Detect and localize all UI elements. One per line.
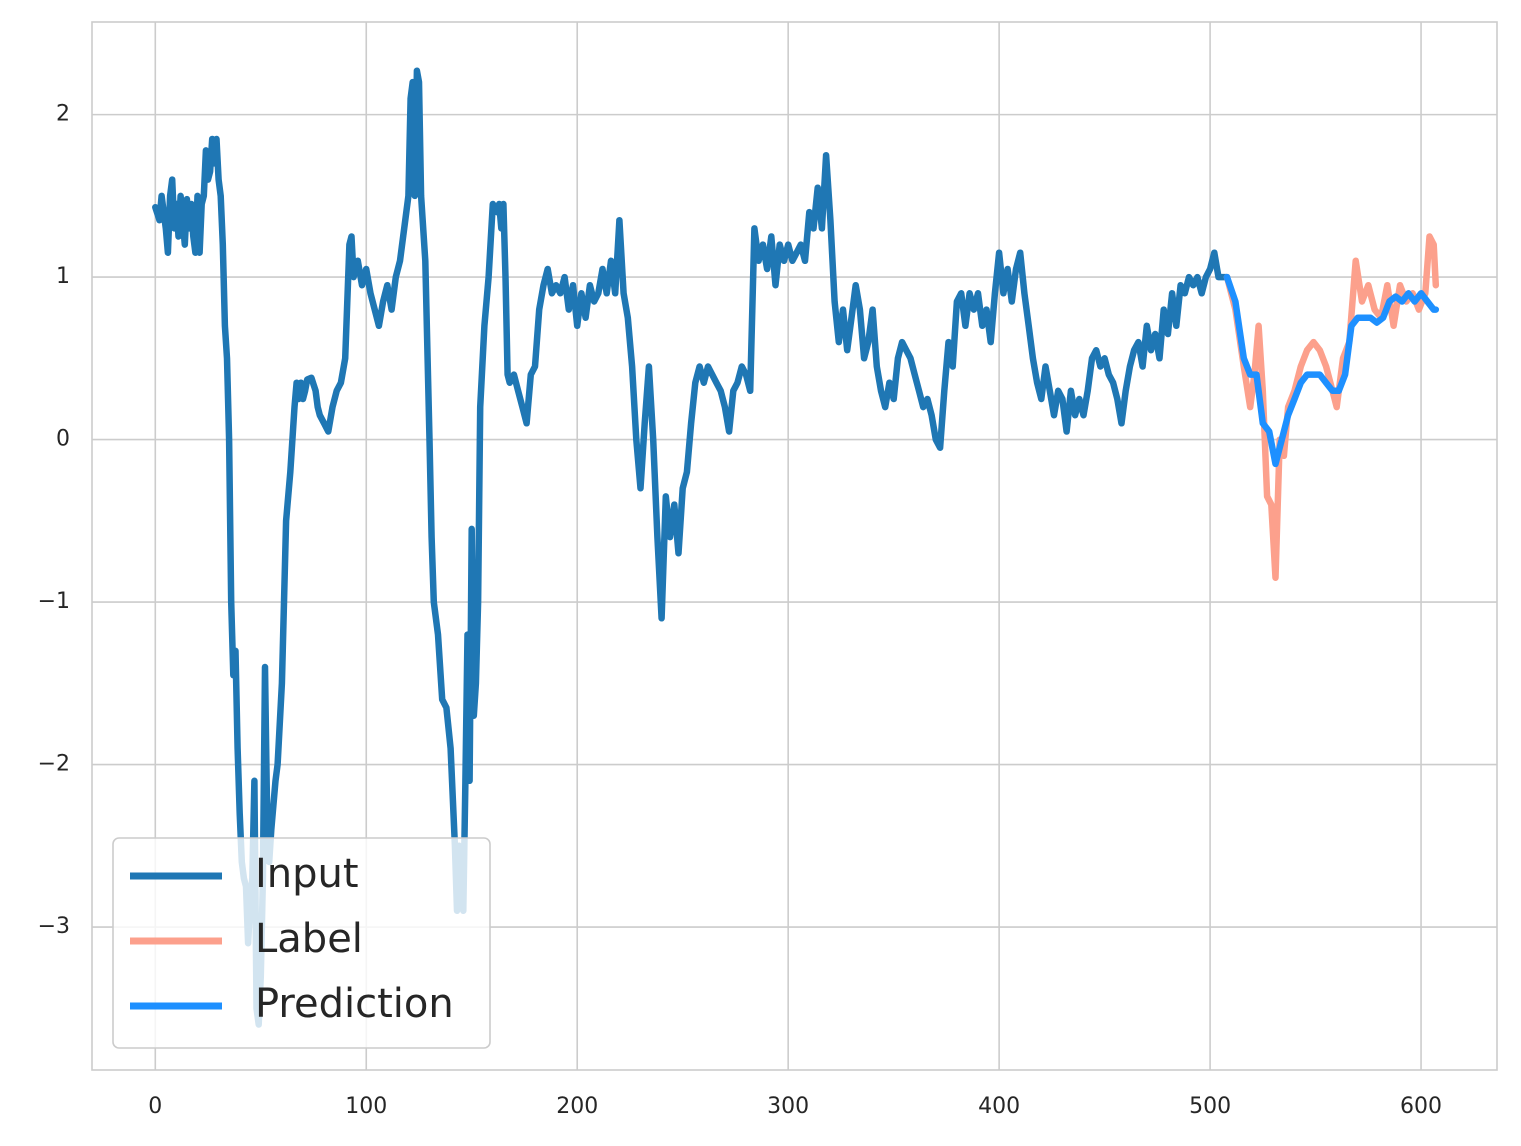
x-tick-label: 200 — [556, 1094, 598, 1119]
lines — [152, 67, 1440, 1028]
x-tick-label: 500 — [1189, 1094, 1231, 1119]
y-tick-label: 0 — [56, 427, 70, 452]
x-tick-label: 400 — [978, 1094, 1020, 1119]
legend-label: Prediction — [255, 981, 454, 1027]
y-tick-label: −3 — [38, 914, 70, 939]
legend-label: Input — [255, 851, 359, 897]
x-tick-label: 300 — [767, 1094, 809, 1119]
x-tick-label: 0 — [148, 1094, 162, 1119]
y-tick-label: 1 — [56, 264, 70, 289]
y-tick-label: −2 — [38, 752, 70, 777]
series-line — [1223, 273, 1440, 468]
x-tick-label: 600 — [1400, 1094, 1442, 1119]
legend: Input Label Prediction — [112, 837, 491, 1049]
y-tick-label: −1 — [38, 589, 70, 614]
legend-label: Label — [255, 916, 363, 962]
legend-box — [112, 837, 491, 1049]
y-tick-label: 2 — [56, 102, 70, 127]
series-line — [152, 67, 1231, 1028]
x-tick-label: 100 — [345, 1094, 387, 1119]
